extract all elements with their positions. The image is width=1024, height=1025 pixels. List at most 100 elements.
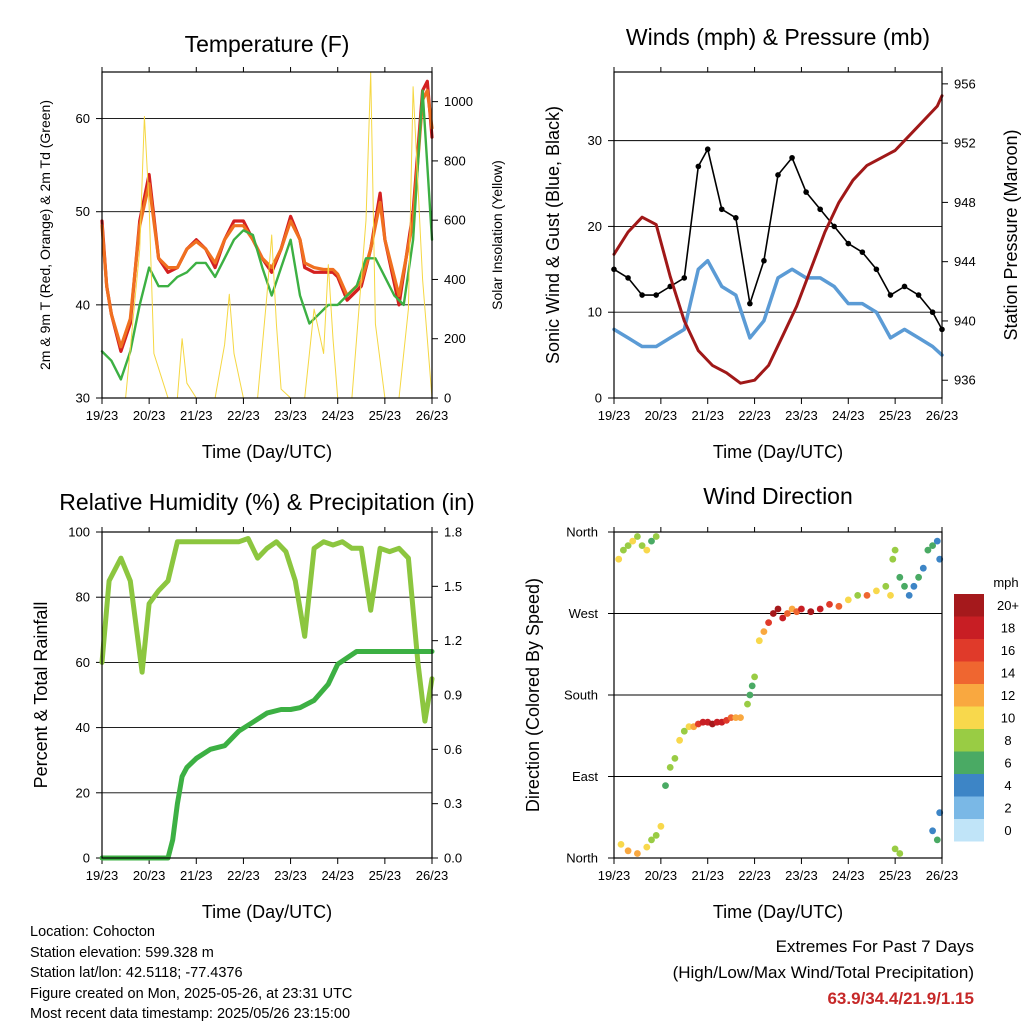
y-tick-label: 0 — [83, 851, 90, 866]
direction-point — [936, 809, 944, 817]
direction-point — [662, 782, 669, 789]
direction-point — [643, 843, 651, 851]
colorbar-label: 12 — [1001, 688, 1015, 703]
direction-point — [929, 827, 936, 835]
x-tick-label: 21/23 — [691, 408, 724, 423]
y-tick-label: 60 — [76, 111, 90, 126]
direction-point — [863, 592, 871, 599]
temperature-panel: Temperature (F) Time (Day/UTC) 19/23 20/23 2… — [37, 31, 505, 462]
plot-frame — [613, 71, 943, 399]
series-line-2 — [612, 94, 944, 385]
direction-point — [901, 582, 908, 590]
x-axis-label: Time (Day/UTC) — [202, 902, 332, 922]
extremes-values: 63.9/34.4/21.9/1.15 — [827, 989, 974, 1008]
x-tick-label: 23/23 — [274, 868, 307, 883]
y-tick-label: 20 — [76, 785, 90, 800]
direction-point — [699, 718, 707, 726]
x-tick-label: 25/23 — [369, 408, 402, 423]
direction-point — [760, 628, 768, 635]
colorbar-swatch — [954, 796, 984, 819]
x-tick-label: 19/23 — [86, 408, 119, 423]
elevation-text: Station elevation: 599.328 m — [30, 944, 214, 961]
direction-point — [915, 573, 922, 581]
direction-point — [933, 537, 941, 545]
x-tick-label: 19/23 — [598, 408, 631, 423]
y2-tick-label: 0.9 — [444, 688, 462, 703]
direction-point — [680, 727, 688, 735]
direction-point — [882, 582, 890, 590]
gust-point — [718, 206, 725, 213]
x-tick-label: 22/23 — [738, 408, 771, 423]
humidity-precip-panel: Relative Humidity (%) & Precipitation (i… — [31, 489, 475, 922]
direction-point — [657, 822, 665, 830]
y-tick-label: East — [572, 769, 598, 784]
y2-tick-label: 948 — [954, 195, 976, 210]
gust-point — [845, 240, 852, 247]
direction-point — [936, 555, 944, 563]
direction-point — [844, 596, 852, 604]
direction-point — [784, 610, 791, 617]
y-tick-label: 50 — [76, 204, 90, 219]
y-tick-label: 100 — [68, 525, 90, 540]
y2-tick-label: 952 — [954, 136, 976, 151]
direction-point — [889, 555, 897, 563]
y2-tick-label: 0.3 — [444, 796, 462, 811]
y-axis-label: 2m & 9m T (Red, Orange) & 2m Td (Green) — [37, 100, 53, 370]
direction-point — [910, 582, 918, 590]
colorbar-swatch — [954, 684, 984, 707]
y-tick-label: 30 — [76, 391, 90, 406]
direction-point — [727, 714, 735, 721]
y2-tick-label: 936 — [954, 373, 976, 388]
direction-point — [755, 637, 763, 645]
gust-point — [775, 172, 781, 178]
direction-point — [929, 542, 936, 549]
x-tick-label: 24/23 — [321, 868, 354, 883]
plot-frame — [101, 71, 433, 399]
series-line-1 — [99, 649, 435, 861]
x-tick-label: 19/23 — [86, 868, 119, 883]
x-tick-label: 21/23 — [691, 868, 724, 883]
chart-title: Wind Direction — [703, 483, 853, 509]
gust-point — [887, 292, 894, 298]
colorbar-swatch — [954, 594, 984, 617]
y-tick-label: 40 — [76, 297, 90, 312]
gust-point — [761, 257, 767, 264]
x-tick-label: 24/23 — [832, 408, 865, 423]
colorbar-swatch — [954, 616, 984, 639]
x-axis-label: Time (Day/UTC) — [202, 442, 332, 462]
colorbar-swatch — [954, 729, 984, 752]
x-tick-label: 20/23 — [133, 868, 166, 883]
y-tick-label: West — [569, 606, 599, 621]
chart-title: Winds (mph) & Pressure (mb) — [626, 24, 930, 50]
gust-point — [704, 146, 711, 153]
y-tick-label: North — [566, 525, 598, 540]
direction-point — [685, 723, 693, 731]
y-axis-label: Percent & Total Rainfall — [31, 602, 51, 789]
gust-point — [653, 292, 659, 298]
x-tick-label: 25/23 — [879, 868, 912, 883]
direction-point — [854, 592, 862, 599]
gust-point — [625, 275, 631, 281]
direction-point — [617, 841, 625, 848]
gust-point — [817, 206, 823, 213]
latlon-text: Station lat/lon: 42.5118; -77.4376 — [30, 965, 243, 981]
y2-tick-label: 944 — [954, 254, 976, 269]
direction-point — [774, 605, 782, 613]
gust-point — [733, 215, 739, 221]
x-tick-label: 24/23 — [321, 408, 354, 423]
recent-text: Most recent data timestamp: 2025/05/26 2… — [30, 1006, 351, 1022]
colorbar-swatch — [954, 819, 984, 842]
gust-point — [789, 154, 795, 161]
x-tick-label: 23/23 — [274, 408, 307, 423]
direction-point — [891, 546, 899, 554]
x-tick-label: 20/23 — [645, 868, 678, 883]
direction-point — [748, 682, 756, 690]
series-line-0 — [612, 258, 944, 357]
colorbar-label: 16 — [1001, 643, 1015, 658]
x-tick-label: 21/23 — [180, 868, 213, 883]
gust-point — [695, 163, 702, 170]
gust-point — [681, 275, 688, 281]
direction-point — [765, 619, 772, 626]
direction-point — [924, 546, 932, 554]
